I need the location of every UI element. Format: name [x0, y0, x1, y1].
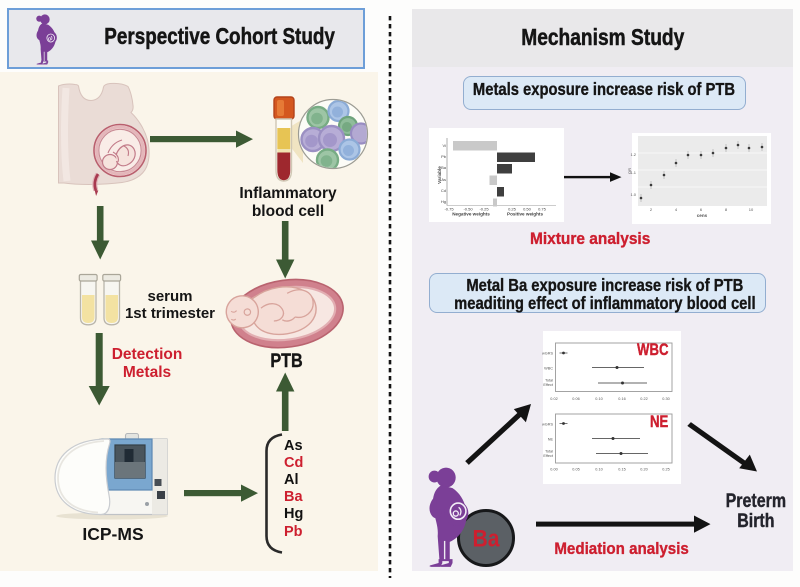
svg-text:Effect: Effect	[543, 383, 554, 387]
svg-text:2: 2	[650, 207, 653, 212]
svg-text:6: 6	[700, 207, 703, 212]
svg-text:Total: Total	[545, 379, 553, 383]
svg-text:Ba: Ba	[473, 526, 501, 553]
svg-text:wGRS: wGRS	[542, 423, 553, 427]
svg-text:0.02: 0.02	[550, 397, 557, 401]
svg-text:0.22: 0.22	[640, 397, 647, 401]
svg-text:Negative weights: Negative weights	[452, 212, 490, 217]
svg-text:0.10: 0.10	[595, 468, 602, 472]
svg-text:-0.25: -0.25	[479, 207, 489, 212]
svg-text:0.00: 0.00	[550, 468, 557, 472]
svg-text:0.10: 0.10	[595, 397, 602, 401]
svg-text:Hg: Hg	[441, 199, 446, 204]
svg-text:WBC: WBC	[544, 367, 553, 371]
svg-text:Total: Total	[545, 450, 553, 454]
svg-text:Effect: Effect	[543, 454, 554, 458]
svg-text:-0.50: -0.50	[463, 207, 473, 212]
svg-text:1.0: 1.0	[630, 192, 636, 197]
svg-text:0.25: 0.25	[662, 468, 669, 472]
svg-text:Vi: Vi	[443, 143, 447, 148]
svg-text:OR: OR	[627, 168, 632, 174]
svg-text:As: As	[441, 177, 446, 182]
svg-text:1.2: 1.2	[630, 152, 636, 157]
svg-text:Ba: Ba	[441, 165, 447, 170]
svg-text:0.16: 0.16	[618, 397, 625, 401]
svg-text:wGRS: wGRS	[542, 352, 553, 356]
svg-text:Pb: Pb	[441, 154, 447, 159]
svg-text:1.1: 1.1	[630, 170, 636, 175]
svg-text:0.15: 0.15	[618, 468, 625, 472]
svg-text:8: 8	[725, 207, 728, 212]
svg-text:NE: NE	[548, 438, 554, 442]
svg-text:4: 4	[675, 207, 678, 212]
svg-text:0.05: 0.05	[572, 468, 579, 472]
svg-text:0.25: 0.25	[508, 207, 517, 212]
svg-text:0.30: 0.30	[662, 397, 669, 401]
svg-text:0.06: 0.06	[572, 397, 579, 401]
svg-text:10: 10	[749, 207, 754, 212]
svg-text:Variable: Variable	[437, 166, 442, 184]
svg-text:Cd: Cd	[441, 188, 446, 193]
svg-text:cens: cens	[697, 213, 708, 218]
svg-text:0.75: 0.75	[538, 207, 547, 212]
svg-text:0.20: 0.20	[640, 468, 647, 472]
svg-text:Positive weights: Positive weights	[507, 212, 543, 217]
svg-text:-0.75: -0.75	[444, 207, 454, 212]
svg-text:0.50: 0.50	[523, 207, 532, 212]
